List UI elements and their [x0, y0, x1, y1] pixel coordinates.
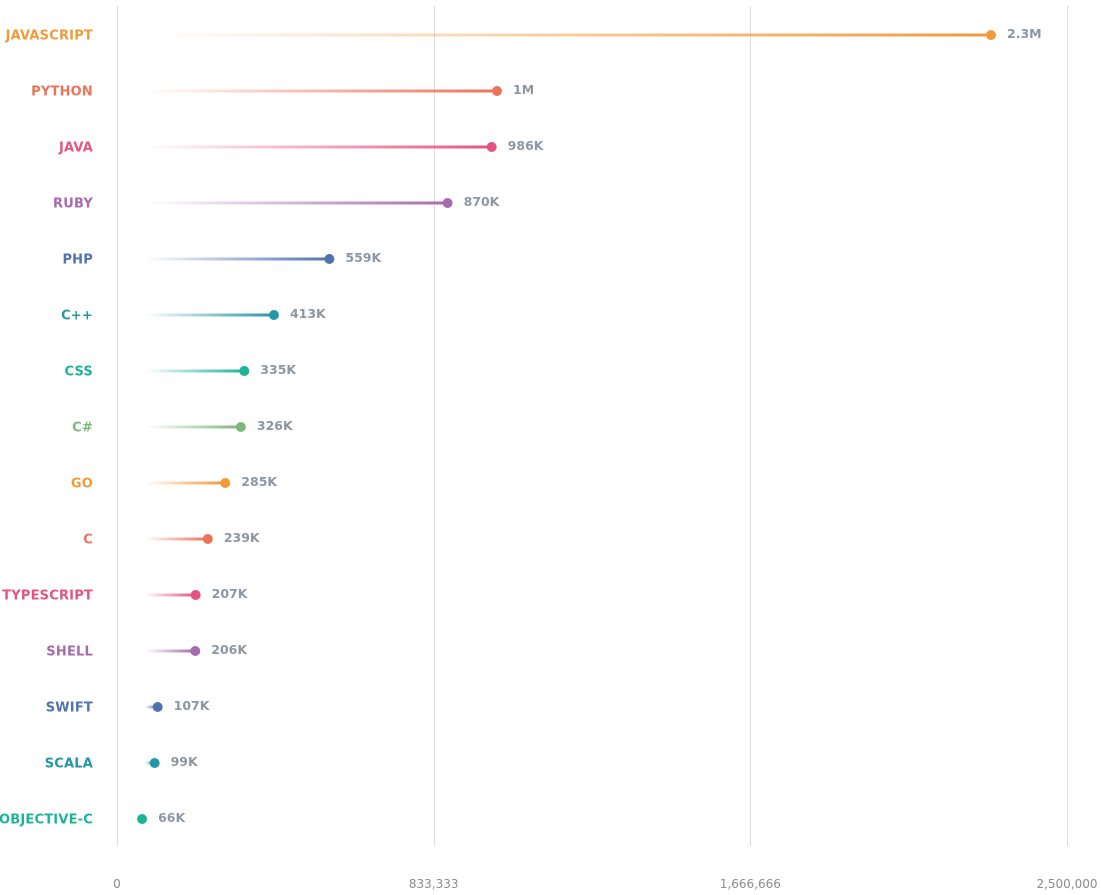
lollipop-dot	[268, 310, 279, 320]
lollipop-stem	[145, 313, 274, 317]
lollipop-stem	[145, 89, 497, 93]
lollipop-row: C 239K	[83, 530, 261, 548]
value-label: 2.3M	[1007, 26, 1042, 41]
category-label: C	[83, 533, 93, 548]
lollipop-dot	[190, 646, 201, 656]
value-label: 1M	[513, 82, 534, 97]
value-label: 239K	[224, 530, 261, 545]
category-label: C++	[61, 309, 93, 324]
x-tick-label: 0	[113, 877, 121, 891]
lollipop-dot	[239, 366, 250, 376]
lollipop-row: GO 285K	[71, 474, 279, 492]
category-label: JAVASCRIPT	[5, 29, 93, 44]
lollipop-stem	[145, 425, 241, 429]
lollipop-dot	[986, 30, 996, 40]
lollipop-dot	[492, 86, 502, 96]
value-label: 207K	[212, 586, 249, 601]
lollipop-stem	[145, 201, 448, 205]
lollipop-stem	[145, 481, 226, 485]
value-label: 326K	[257, 418, 294, 433]
value-label: 107K	[174, 698, 211, 713]
category-label: RUBY	[53, 197, 93, 212]
lollipop-row: RUBY 870K	[53, 194, 501, 212]
lollipop-dot	[152, 702, 163, 712]
lollipop-dot	[190, 590, 201, 600]
x-axis: 0 833,333 1,666,666 2,500,000	[113, 877, 1097, 891]
lollipop-row: PHP 559K	[62, 250, 382, 268]
lollipop-dot	[442, 198, 453, 208]
lollipop-row: C++ 413K	[61, 306, 327, 324]
value-label: 335K	[260, 362, 297, 377]
x-tick-label: 833,333	[409, 877, 459, 891]
lollipop-row: SCALA 99K	[45, 754, 199, 772]
lollipop-row: OBJECTIVE-C 66K	[0, 810, 186, 828]
lollipop-stem	[145, 369, 245, 373]
lollipop-dot	[202, 534, 213, 544]
value-label: 986K	[508, 138, 545, 153]
value-label: 285K	[241, 474, 278, 489]
x-tick-label: 2,500,000	[1036, 877, 1097, 891]
x-tick-label: 1,666,666	[720, 877, 781, 891]
lollipop-stem	[145, 649, 196, 653]
lollipop-row: PYTHON 1M	[31, 82, 534, 100]
value-label: 66K	[158, 810, 186, 825]
value-label: 870K	[464, 194, 501, 209]
lollipop-dot	[220, 478, 231, 488]
category-label: CSS	[64, 365, 93, 380]
lollipop-stem	[145, 257, 330, 261]
category-label: C#	[72, 421, 93, 436]
lollipop-row: JAVASCRIPT 2.3M	[5, 26, 1042, 44]
category-label: GO	[71, 477, 93, 492]
lollipop-stem	[145, 593, 196, 597]
lollipop-stem	[145, 145, 492, 149]
lollipop-row: C# 326K	[72, 418, 294, 436]
lollipop-dot	[486, 142, 497, 152]
category-label: SWIFT	[46, 701, 93, 716]
lollipop-stem	[145, 705, 158, 709]
lollipop-dot	[235, 422, 246, 432]
value-label: 206K	[211, 642, 248, 657]
value-label: 99K	[171, 754, 199, 769]
lollipop-dot	[149, 758, 160, 768]
lollipop-row: TYPESCRIPT 207K	[2, 586, 249, 604]
lollipop-dot	[137, 814, 148, 824]
lollipop-row: JAVA 986K	[58, 138, 545, 156]
category-label: TYPESCRIPT	[2, 589, 93, 604]
value-label: 413K	[290, 306, 327, 321]
plot-area: JAVASCRIPT 2.3M PYTHON 1M JAVA 986K RUBY 870K PH…	[0, 26, 1042, 828]
lollipop-row: SWIFT 107K	[46, 698, 211, 716]
category-label: SHELL	[46, 645, 93, 660]
category-label: PHP	[62, 253, 93, 268]
lollipop-stem	[145, 33, 991, 37]
category-label: JAVA	[58, 141, 93, 156]
category-label: PYTHON	[31, 85, 93, 100]
value-label: 559K	[345, 250, 382, 265]
lollipop-row: CSS 335K	[64, 362, 297, 380]
lollipop-stem	[145, 537, 208, 541]
lollipop-row: SHELL 206K	[46, 642, 248, 660]
lollipop-dot	[324, 254, 335, 264]
category-label: OBJECTIVE-C	[0, 813, 93, 828]
category-label: SCALA	[45, 757, 93, 772]
